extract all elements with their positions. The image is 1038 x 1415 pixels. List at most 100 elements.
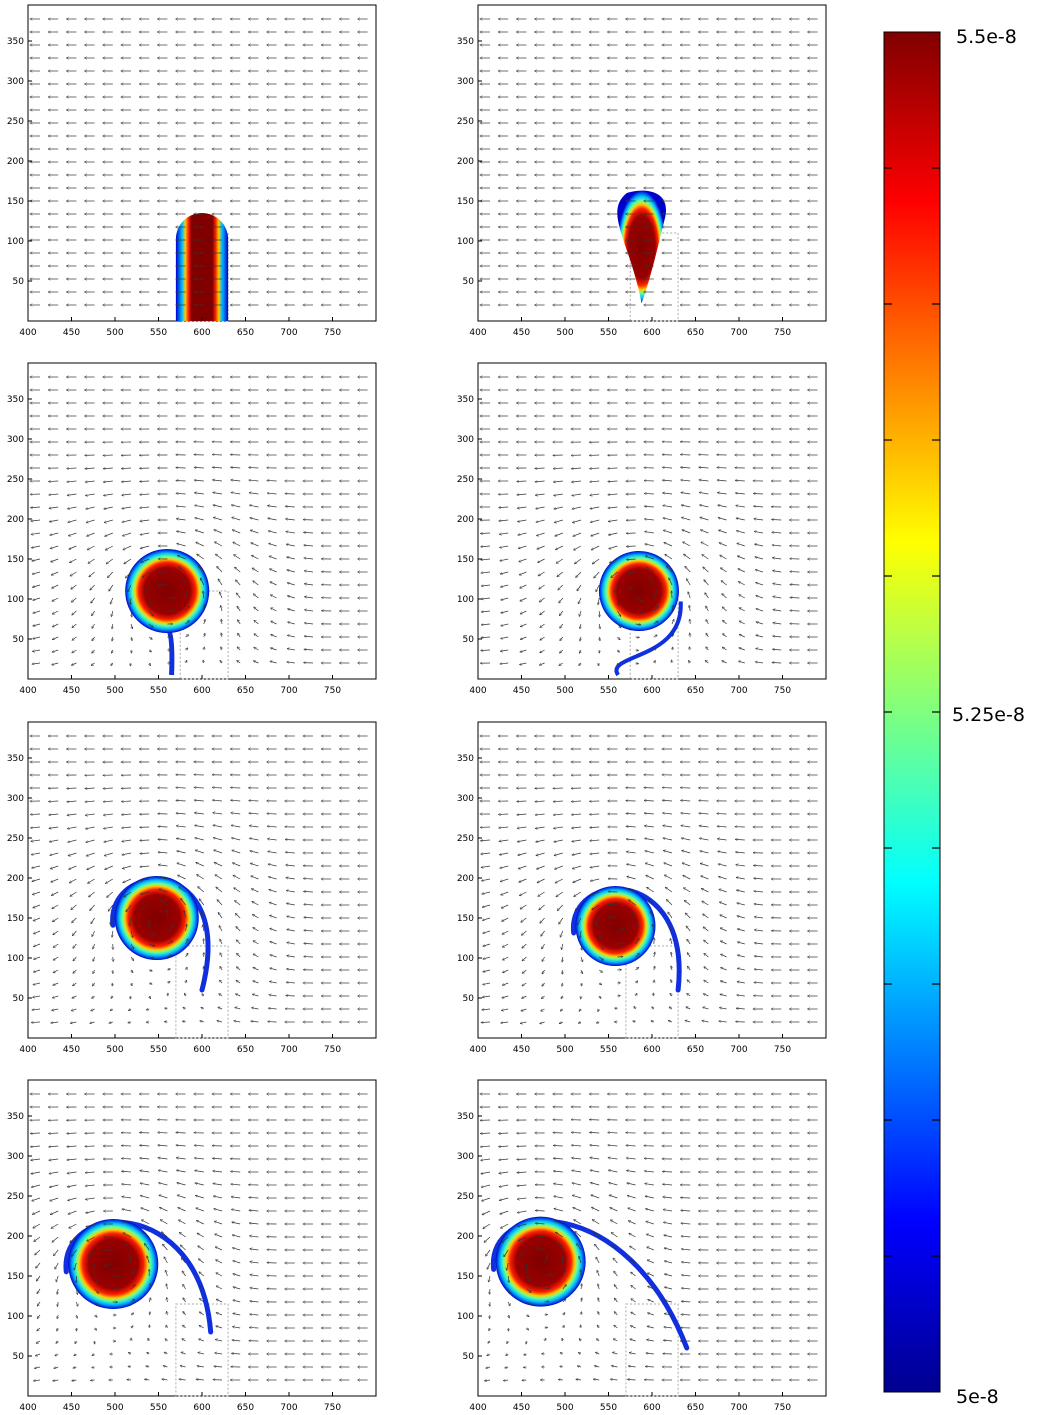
panel-frame [477, 721, 827, 1039]
velocity-arrow [140, 494, 150, 495]
x-tick-label: 500 [556, 328, 573, 338]
y-tick-label: 300 [457, 435, 474, 445]
y-tick-label: 250 [7, 1192, 24, 1202]
panel-8: 400 450 500 550 600 650 700 750 50 100 150 200 250 30… [457, 1079, 827, 1413]
y-tick-label: 150 [457, 197, 474, 207]
velocity-arrow [540, 610, 545, 615]
velocity-arrow [253, 661, 259, 664]
velocity-arrow [662, 467, 673, 468]
velocity-arrow [286, 519, 295, 520]
velocity-arrow [555, 532, 563, 536]
velocity-arrow [572, 493, 582, 496]
velocity-arrow [254, 620, 259, 625]
velocity-arrow [304, 584, 314, 585]
velocity-arrow [481, 572, 491, 573]
velocity-arrow [304, 623, 314, 624]
velocity-arrow [235, 580, 241, 586]
velocity-arrow [250, 530, 259, 534]
y-tick-label: 150 [7, 197, 24, 207]
x-tick-label: 550 [150, 1045, 167, 1055]
velocity-arrow [635, 624, 641, 625]
velocity-arrow [212, 467, 223, 468]
velocity-arrow [500, 663, 509, 664]
velocity-arrow [626, 559, 636, 560]
x-tick-label: 450 [513, 328, 530, 338]
x-tick-label: 650 [237, 328, 254, 338]
velocity-arrow [179, 567, 186, 573]
vortex-arc [614, 601, 683, 677]
velocity-arrow [92, 610, 95, 616]
x-tick-label: 650 [237, 1403, 254, 1413]
velocity-arrow [287, 583, 295, 586]
velocity-arrow [501, 623, 509, 626]
x-tick-label: 700 [730, 1403, 747, 1413]
velocity-arrow [519, 571, 527, 575]
velocity-arrow [67, 494, 77, 495]
velocity-arrow [231, 467, 241, 468]
velocity-arrow [32, 650, 41, 651]
velocity-arrow [288, 609, 295, 612]
velocity-arrow [536, 506, 545, 509]
x-tick-label: 400 [19, 686, 36, 696]
velocity-arrow [195, 530, 204, 534]
velocity-arrow [104, 493, 113, 496]
velocity-arrow [500, 545, 509, 548]
velocity-arrow [122, 532, 132, 536]
velocity-arrow [644, 506, 654, 507]
x-tick-label: 400 [19, 1403, 36, 1413]
velocity-arrow [254, 607, 259, 612]
velocity-arrow [596, 584, 600, 592]
velocity-arrow [536, 519, 545, 522]
velocity-arrow [69, 545, 77, 549]
velocity-arrow [141, 558, 150, 562]
velocity-arrow [663, 530, 673, 534]
velocity-arrow [271, 608, 277, 612]
velocity-arrow [481, 611, 491, 612]
velocity-arrow [196, 542, 204, 547]
velocity-arrow [142, 571, 150, 577]
velocity-arrow [269, 556, 277, 560]
velocity-arrow [111, 610, 112, 617]
velocity-arrow [32, 558, 41, 561]
velocity-arrow [560, 636, 564, 641]
panel-frame [477, 4, 827, 322]
velocity-arrow [213, 505, 223, 508]
velocity-arrow [617, 662, 618, 666]
velocity-arrow [519, 558, 527, 562]
y-tick-label: 50 [13, 277, 25, 287]
panel-2: 400 450 500 550 600 650 700 750 50 100 150 200 250 30… [457, 4, 827, 338]
velocity-arrow [214, 530, 223, 534]
velocity-arrow [287, 662, 295, 663]
velocity-arrow [105, 532, 113, 536]
velocity-arrow [664, 542, 673, 547]
velocity-arrow [122, 494, 132, 495]
velocity-arrow [52, 662, 59, 665]
velocity-arrow [287, 635, 295, 638]
velocity-arrow [520, 662, 527, 665]
velocity-arrow [554, 519, 563, 523]
velocity-arrow [237, 647, 241, 651]
x-tick-label: 400 [469, 1045, 486, 1055]
velocity-arrow [559, 662, 563, 666]
velocity-arrow [517, 507, 527, 508]
velocity-arrow [31, 520, 41, 521]
velocity-arrow [194, 467, 204, 468]
velocity-arrow [31, 545, 41, 548]
velocity-arrow [304, 558, 314, 559]
velocity-arrow [221, 633, 222, 638]
panel-4: 400 450 500 550 600 650 700 750 50 100 150 200 250 30… [457, 362, 827, 696]
panel-1: 400 450 500 550 600 650 700 750 50 100 150 200 250 30… [7, 4, 377, 338]
y-tick-label: 300 [457, 1152, 474, 1162]
velocity-arrow [71, 597, 77, 602]
velocity-arrow [579, 649, 581, 653]
y-tick-label: 100 [7, 954, 24, 964]
panels-group: 400 450 500 550 600 650 700 750 50 100 150 200 250 30… [7, 4, 827, 1413]
panel-3: 400 450 500 550 600 650 700 750 50 100 150 200 250 30… [7, 362, 377, 696]
x-tick-label: 600 [193, 1403, 210, 1413]
vortex-core [598, 550, 679, 632]
x-tick-label: 750 [324, 1403, 341, 1413]
colorbar: 5.5e-8 5.25e-8 5e-8 [883, 26, 1025, 1408]
velocity-arrow [68, 519, 77, 522]
velocity-arrow [86, 519, 95, 523]
